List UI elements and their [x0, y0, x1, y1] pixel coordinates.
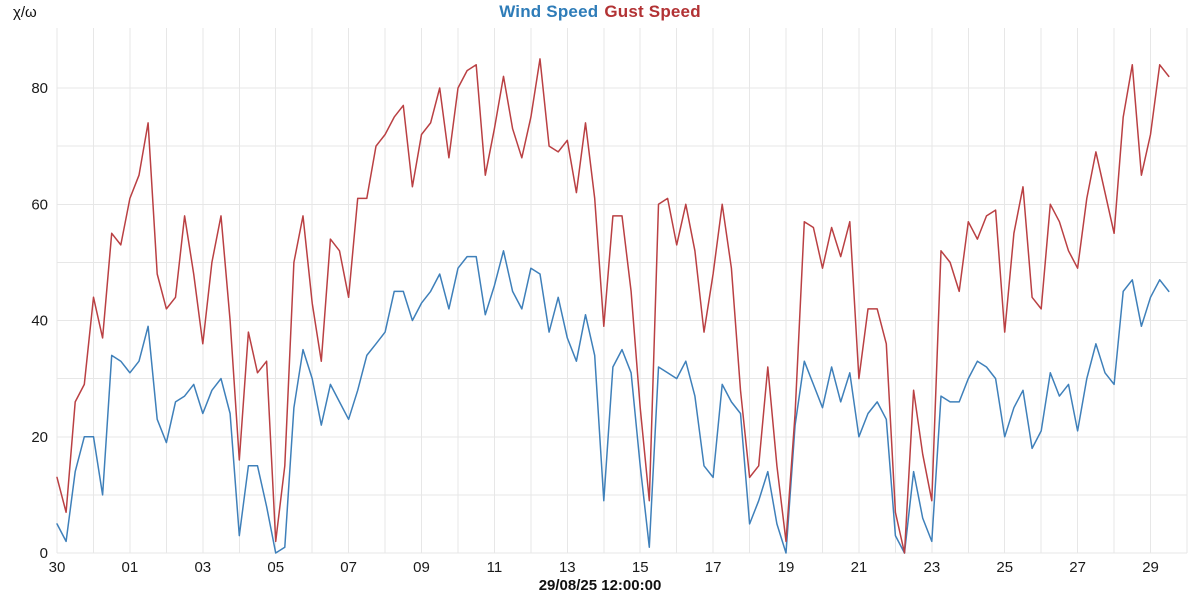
- x-tick-label: 30: [49, 559, 66, 576]
- x-tick-label: 11: [487, 559, 503, 576]
- y-axis-tick-labels: 0 20 40 60 80: [31, 80, 48, 562]
- x-tick-label: 09: [413, 559, 430, 576]
- legend-item-wind-speed[interactable]: Wind Speed: [499, 2, 599, 21]
- x-tick-label: 07: [340, 559, 357, 576]
- x-tick-label: 15: [632, 559, 649, 576]
- x-tick-label: 25: [996, 559, 1013, 576]
- x-tick-label: 05: [267, 559, 284, 576]
- gust-speed-line: [56, 58, 1170, 554]
- x-tick-label: 21: [851, 559, 868, 576]
- legend-item-gust-speed[interactable]: Gust Speed: [604, 2, 701, 21]
- x-tick-label: 19: [778, 559, 795, 576]
- gridlines: [56, 28, 1188, 554]
- x-tick-label: 13: [559, 559, 576, 576]
- y-tick-label: 20: [31, 429, 48, 446]
- y-tick-label: 60: [31, 196, 48, 213]
- x-axis-footer-label: 29/08/25 12:00:00: [538, 577, 662, 594]
- x-tick-label: 27: [1069, 559, 1086, 576]
- x-tick-label: 03: [194, 559, 211, 576]
- y-axis-unit-label: χ/ω: [13, 4, 37, 21]
- wind-speed-line: [56, 250, 1170, 554]
- chart-legend: Wind Speed Gust Speed: [0, 2, 1200, 22]
- x-axis-tick-labels: 30 01 03 05 07 09 11 13 15 17 19 21 23 25 27 29: [49, 559, 1159, 576]
- x-tick-label: 23: [923, 559, 940, 576]
- y-tick-label: 80: [31, 80, 48, 97]
- x-tick-label: 01: [122, 559, 139, 576]
- y-tick-label: 40: [31, 313, 48, 330]
- x-tick-label: 17: [705, 559, 722, 576]
- y-tick-label: 0: [40, 545, 48, 562]
- x-tick-label: 29: [1142, 559, 1159, 576]
